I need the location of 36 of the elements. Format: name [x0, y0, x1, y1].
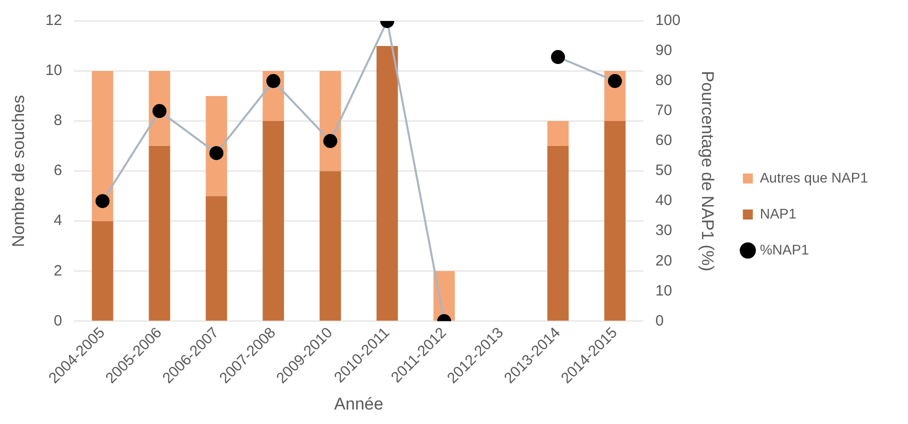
bar [148, 146, 170, 321]
bar [376, 46, 398, 321]
bar [206, 196, 228, 321]
bar [547, 121, 569, 146]
bar [92, 221, 114, 321]
bar [604, 121, 626, 321]
y-tick-label: 8 [54, 112, 62, 130]
bar [547, 146, 569, 321]
bar [320, 171, 341, 321]
y-tick-label: 4 [54, 212, 62, 230]
y-tick-label: 12 [45, 12, 62, 30]
y2-tick-label: 30 [655, 222, 672, 240]
legend-label: Autres que NAP1 [760, 169, 868, 186]
bar [206, 96, 228, 196]
bar [262, 121, 284, 321]
y-axis-title: Nombre de souches [8, 95, 28, 248]
y2-tick-label: 90 [655, 42, 672, 60]
y2-tick-label: 70 [655, 102, 672, 120]
y2-axis-title: Pourcentage de NAP1 (%) [698, 70, 717, 272]
y2-tick-label: 20 [655, 252, 672, 270]
y2-tick-label: 50 [655, 162, 672, 180]
y2-tick-label: 0 [655, 312, 664, 330]
y-tick-label: 2 [54, 262, 62, 280]
y2-tick-label: 40 [655, 192, 672, 210]
y2-tick-label: 80 [655, 72, 672, 90]
y2-tick-label: 100 [655, 12, 680, 30]
legend-label: %NAP1 [760, 241, 810, 258]
y2-tick-label: 60 [655, 132, 672, 150]
y2-tick-label: 10 [655, 282, 672, 300]
y-tick-label: 0 [54, 312, 62, 330]
bar [320, 71, 341, 172]
y-tick-label: 6 [54, 162, 62, 180]
x-axis-title: Année [334, 394, 384, 414]
y-tick-label: 10 [45, 62, 62, 80]
bar [92, 71, 114, 222]
legend-label: NAP1 [760, 205, 797, 222]
